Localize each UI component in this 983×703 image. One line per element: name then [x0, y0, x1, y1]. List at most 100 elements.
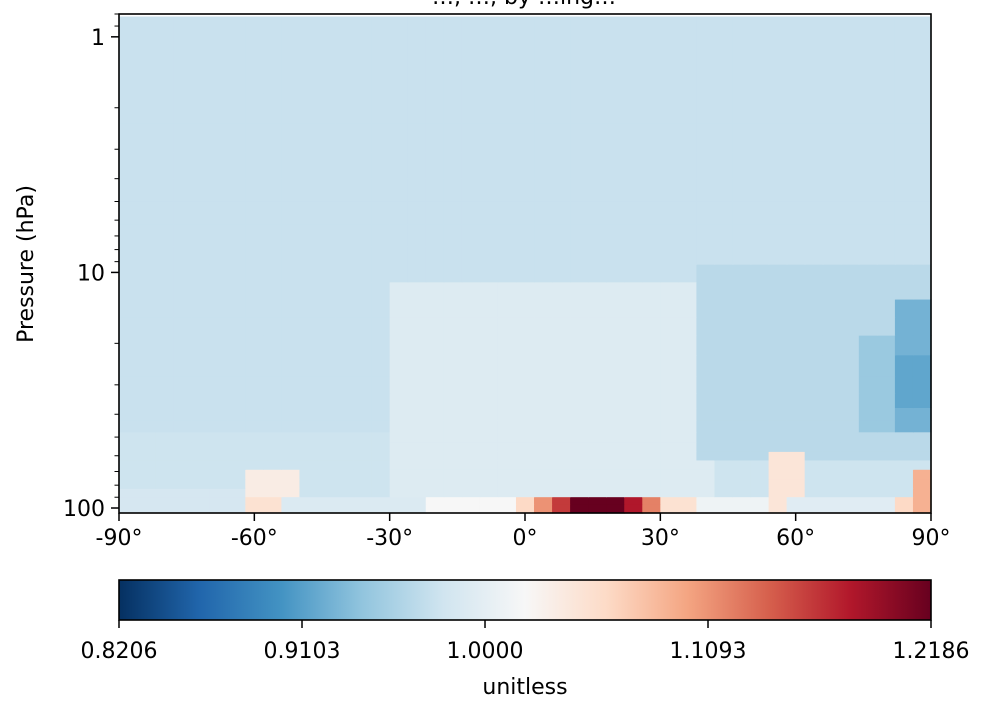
- heatmap-cell: [786, 496, 806, 505]
- heatmap-cell: [570, 441, 589, 452]
- heatmap-cell: [858, 335, 878, 356]
- heatmap-cell: [227, 354, 246, 377]
- heatmap-cell: [209, 479, 228, 489]
- heatmap-cell: [317, 375, 337, 394]
- heatmap-cell: [281, 407, 301, 421]
- heatmap-cell: [371, 354, 391, 377]
- heatmap-cell: [840, 459, 860, 470]
- heatmap-cell: [137, 496, 156, 505]
- heatmap-cell: [732, 177, 752, 202]
- heatmap-cell: [858, 420, 878, 433]
- heatmap-cell: [335, 504, 355, 514]
- heatmap-cell: [840, 407, 860, 421]
- heatmap-cell: [768, 459, 788, 470]
- heatmap-cell: [822, 354, 842, 377]
- heatmap-cell: [840, 16, 860, 64]
- heatmap-cell: [299, 93, 319, 124]
- heatmap-cell: [624, 245, 643, 265]
- heatmap-cell: [155, 392, 174, 409]
- heatmap-cell: [588, 123, 607, 153]
- heatmap-cell: [353, 200, 373, 225]
- heatmap-cell: [317, 469, 337, 480]
- heatmap-cell: [822, 407, 842, 421]
- heatmap-cell: [894, 392, 914, 409]
- heatmap-cell: [389, 375, 409, 394]
- heatmap-cell: [534, 504, 553, 514]
- heatmap-cell: [660, 264, 679, 283]
- heatmap-cell: [570, 223, 589, 247]
- heatmap-cell: [714, 223, 734, 247]
- heatmap-cell: [353, 504, 373, 514]
- heatmap-cell: [606, 16, 625, 64]
- heatmap-cell: [155, 123, 174, 153]
- heatmap-cell: [245, 451, 264, 461]
- heatmap-cell: [696, 298, 716, 318]
- heatmap-cell: [588, 316, 607, 336]
- heatmap-cell: [353, 479, 373, 489]
- heatmap-cell: [840, 200, 860, 225]
- heatmap-cell: [119, 335, 138, 356]
- heatmap-cell: [317, 298, 337, 318]
- heatmap-cell: [281, 93, 301, 124]
- heatmap-cell: [155, 16, 174, 64]
- heatmap-cell: [570, 298, 589, 318]
- heatmap-cell: [299, 354, 319, 377]
- heatmap-cell: [804, 151, 824, 179]
- heatmap-cell: [515, 123, 535, 153]
- heatmap-cell: [642, 469, 661, 480]
- x-axis-ticks: -90° -60° -30° 0° 30° 60° 90°: [96, 513, 951, 551]
- heatmap-cell: [281, 16, 301, 64]
- heatmap-cell: [588, 177, 607, 202]
- heatmap-cell: [263, 488, 282, 498]
- heatmap-cell: [515, 354, 535, 377]
- heatmap-cell: [606, 223, 625, 247]
- heatmap-cell: [245, 392, 264, 409]
- heatmap-cell: [786, 16, 806, 64]
- heatmap-cell: [191, 407, 210, 421]
- heatmap-cell: [263, 354, 282, 377]
- heatmap-cell: [876, 200, 896, 225]
- heatmap-cell: [173, 451, 192, 461]
- heatmap-cell: [606, 354, 625, 377]
- heatmap-cell: [227, 281, 246, 300]
- heatmap-cell: [497, 298, 517, 318]
- heatmap-cell: [353, 375, 373, 394]
- heatmap-cell: [335, 281, 355, 300]
- heatmap-cell: [624, 496, 643, 505]
- heatmap-cell: [750, 441, 770, 452]
- heatmap-cell: [479, 420, 499, 433]
- heatmap-cell: [624, 264, 643, 283]
- heatmap-cell: [263, 298, 282, 318]
- heatmap-cell: [786, 335, 806, 356]
- heatmap-cell: [642, 16, 661, 64]
- heatmap-cell: [912, 354, 932, 377]
- heatmap-cell: [173, 62, 192, 94]
- heatmap-cell: [660, 200, 679, 225]
- heatmap-cell: [281, 488, 301, 498]
- heatmap-cell: [912, 335, 932, 356]
- heatmap-cell: [353, 392, 373, 409]
- heatmap-cell: [750, 354, 770, 377]
- heatmap-cell: [588, 223, 607, 247]
- heatmap-cell: [299, 316, 319, 336]
- heatmap-cell: [786, 441, 806, 452]
- heatmap-cell: [443, 93, 463, 124]
- heatmap-cell: [588, 245, 607, 265]
- heatmap-cell: [696, 407, 716, 421]
- heatmap-cell: [642, 264, 661, 283]
- heatmap-cell: [876, 16, 896, 64]
- heatmap-cell: [804, 451, 824, 461]
- heatmap-cell: [534, 407, 553, 421]
- heatmap-cell: [425, 488, 445, 498]
- heatmap-cell: [750, 123, 770, 153]
- heatmap-cell: [534, 123, 553, 153]
- x-tick-label: 90°: [912, 526, 951, 551]
- heatmap-cell: [768, 123, 788, 153]
- heatmap-cell: [732, 451, 752, 461]
- heatmap-cell: [515, 298, 535, 318]
- heatmap-cell: [497, 62, 517, 94]
- heatmap-cell: [209, 151, 228, 179]
- heatmap-cell: [786, 264, 806, 283]
- heatmap-cell: [371, 93, 391, 124]
- heatmap-cell: [732, 264, 752, 283]
